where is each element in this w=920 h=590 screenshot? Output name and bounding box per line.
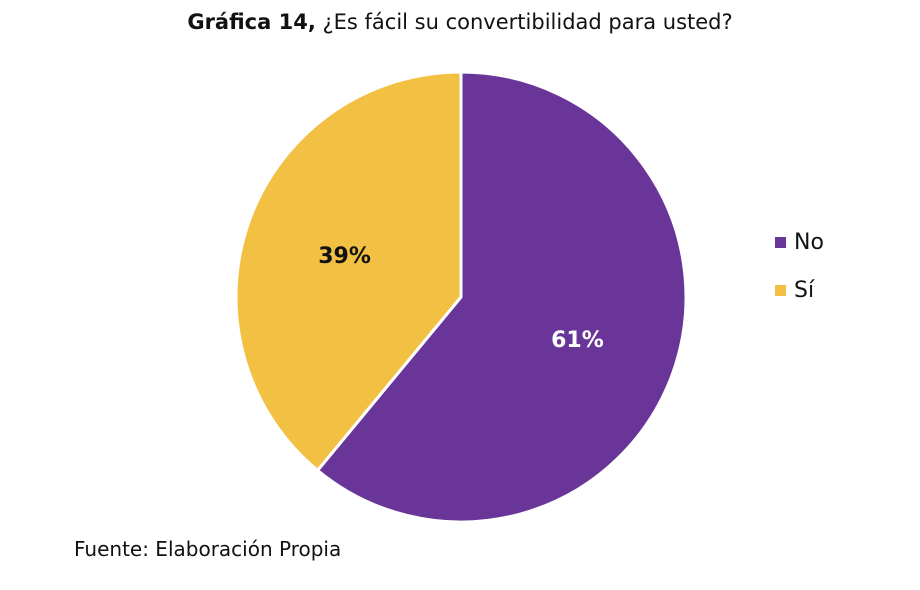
pie-label-si: 39% xyxy=(318,244,371,269)
legend-swatch-no xyxy=(775,236,786,248)
pie-slice-si xyxy=(234,70,463,473)
legend-item-no: No xyxy=(775,218,824,266)
pie-slice-no xyxy=(315,70,688,524)
chart-title-text: ¿Es fácil su convertibilidad para usted? xyxy=(322,10,733,34)
chart-title: Gráfica 14, ¿Es fácil su convertibilidad… xyxy=(0,10,920,34)
legend-item-si: Sí xyxy=(775,266,824,314)
legend-label-si: Sí xyxy=(794,277,815,303)
legend: No Sí xyxy=(775,218,824,314)
pie-label-no: 61% xyxy=(551,328,604,353)
legend-label-no: No xyxy=(794,229,824,255)
chart-title-prefix: Gráfica 14, xyxy=(187,10,316,34)
legend-swatch-si xyxy=(775,284,786,296)
source-note: Fuente: Elaboración Propia xyxy=(74,537,342,561)
